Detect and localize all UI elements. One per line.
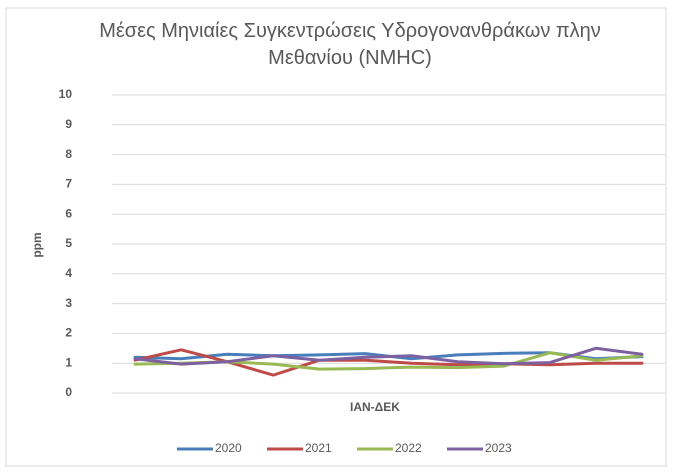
y-axis-label: ppm <box>30 232 44 257</box>
x-axis-label: ΙΑΝ-ΔΕΚ <box>350 400 400 414</box>
y-tick-label: 9 <box>65 117 72 131</box>
y-tick-label: 2 <box>65 326 72 340</box>
y-tick-label: 0 <box>65 385 72 399</box>
series-line <box>133 348 644 377</box>
series-line <box>133 346 644 366</box>
y-tick-label: 4 <box>65 266 72 280</box>
y-tick-label: 10 <box>59 87 73 101</box>
chart-border <box>5 7 667 467</box>
y-tick-label: 6 <box>65 206 72 220</box>
y-tick-label: 5 <box>65 236 72 250</box>
legend-label: 2021 <box>305 441 332 455</box>
y-tick-label: 3 <box>65 296 72 310</box>
y-tick-label: 7 <box>65 177 72 191</box>
legend-label: 2020 <box>215 441 242 455</box>
legend-label: 2022 <box>395 441 422 455</box>
y-tick-label: 1 <box>65 355 72 369</box>
y-tick-label: 8 <box>65 147 72 161</box>
legend-label: 2023 <box>485 441 512 455</box>
chart-title: Μέσες Μηνιαίες Συγκεντρώσεις Υδρογονανθρ… <box>99 20 601 69</box>
